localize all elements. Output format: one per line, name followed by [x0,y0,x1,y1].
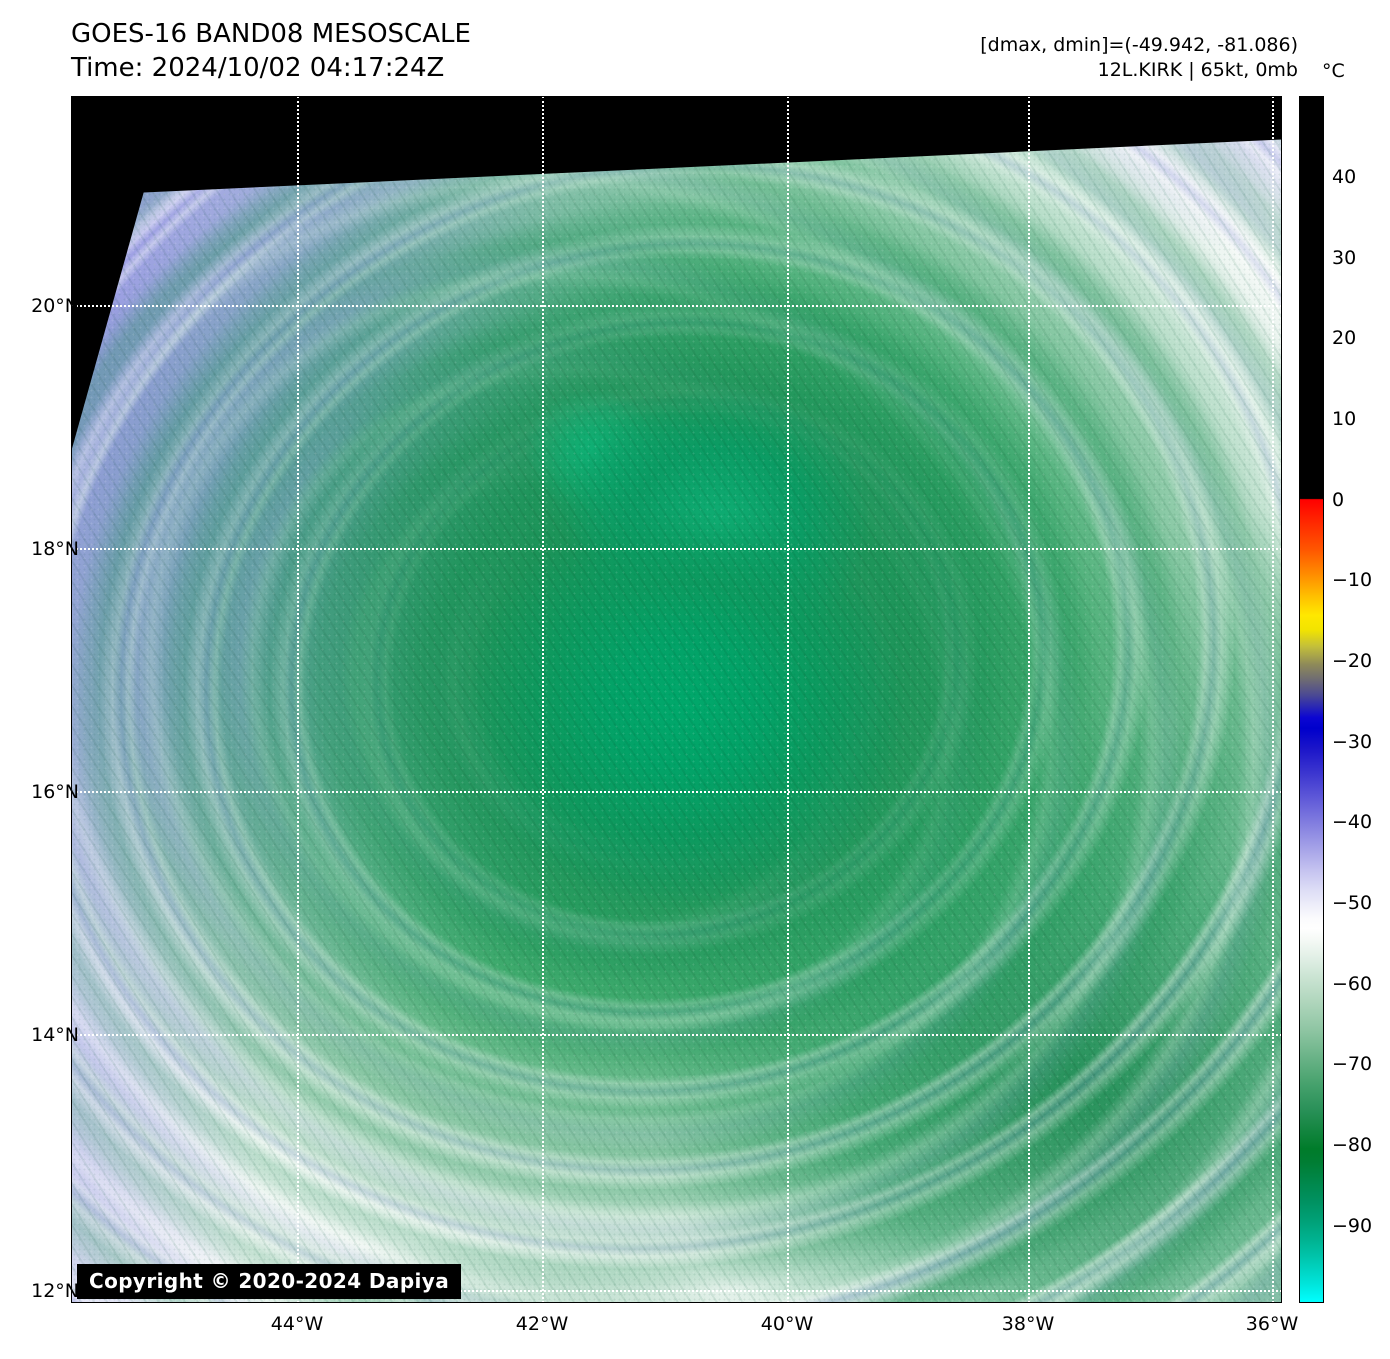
raster-texture-layer [71,139,1282,1303]
colorbar-tick-30: 30 [1332,247,1357,269]
colorbar-tick-m10: −10 [1332,569,1373,591]
temperature-colorbar [1299,96,1324,1303]
data-minmax-label: [dmax, dmin]=(-49.942, -81.086) [980,34,1298,56]
lon-tick-label-44w: 44°W [270,1313,324,1335]
colorbar-tick-m90: −90 [1332,1215,1373,1237]
satellite-image-plot[interactable]: Copyright © 2020-2024 Dapiya [71,96,1282,1303]
timestamp-label: Time: 2024/10/02 04:17:24Z [71,52,445,83]
lat-tick-label-12n: 12°N [31,1280,79,1302]
raster-central-dense-overcast-layer [71,139,1282,1303]
colorbar-tick-m60: −60 [1332,973,1373,995]
lat-tick-label-16n: 16°N [31,781,79,803]
colorbar-tick-0: 0 [1332,489,1345,511]
header-title-block: GOES-16 BAND08 MESOSCALE Time: 2024/10/0… [71,18,471,86]
copyright-banner: Copyright © 2020-2024 Dapiya [77,1264,462,1299]
page-title: GOES-16 BAND08 MESOSCALE [71,19,471,49]
satellite-raster [71,139,1282,1303]
lon-tick-label-40w: 40°W [760,1313,814,1335]
colorbar-tick-m30: −30 [1332,731,1373,753]
header-meta-block: [dmax, dmin]=(-49.942, -81.086) 12L.KIRK… [980,33,1298,83]
colorbar-tick-m70: −70 [1332,1053,1373,1075]
colorbar-tick-m80: −80 [1332,1134,1373,1156]
lat-tick-label-18n: 18°N [31,538,79,560]
raster-grain-layer [71,139,1282,1303]
colorbar-unit-label: °C [1322,60,1345,82]
colorbar-tick-10: 10 [1332,408,1357,430]
colorbar-tick-20: 20 [1332,327,1357,349]
lon-tick-label-42w: 42°W [515,1313,569,1335]
storm-info-label: 12L.KIRK | 65kt, 0mb [1097,59,1298,82]
lon-tick-label-36w: 36°W [1245,1313,1299,1335]
lat-tick-label-20n: 20°N [31,295,79,317]
colorbar-tick-m20: −20 [1332,650,1373,672]
lon-tick-label-38w: 38°W [1001,1313,1055,1335]
colorbar-tick-m50: −50 [1332,892,1373,914]
lat-tick-label-14n: 14°N [31,1024,79,1046]
colorbar-tick-40: 40 [1332,166,1357,188]
colorbar-tick-m40: −40 [1332,811,1373,833]
